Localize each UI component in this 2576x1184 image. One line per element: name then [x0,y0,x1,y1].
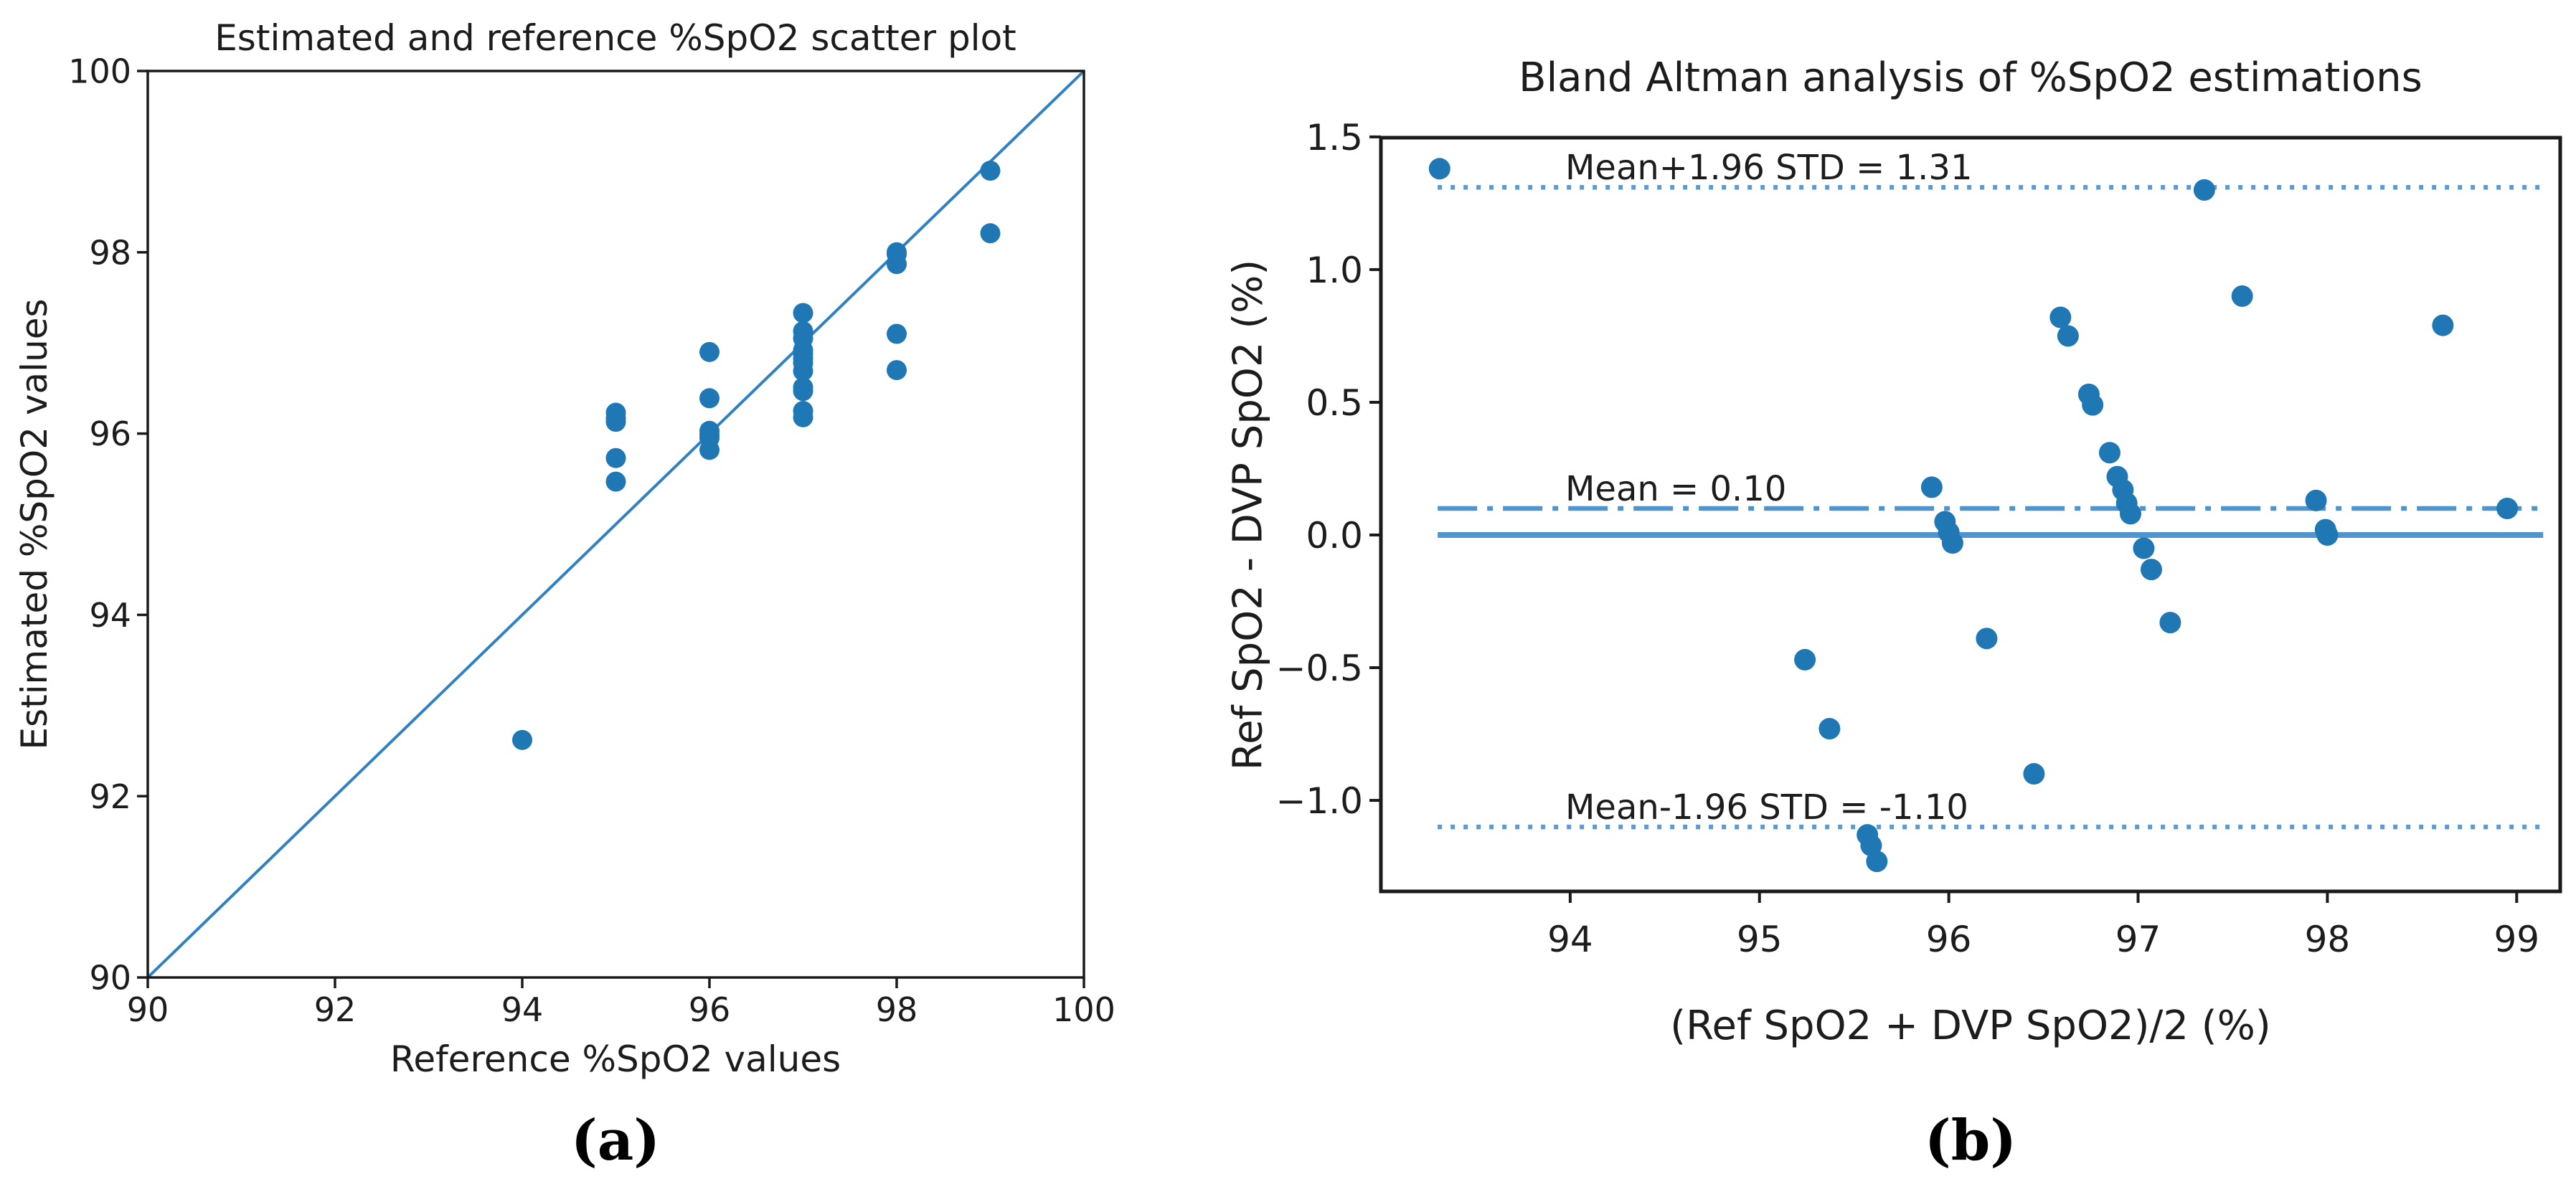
data-point [887,242,907,262]
y-tick-label: 100 [68,52,131,91]
y-tick-label: 1.5 [1306,117,1363,158]
panel-a: Estimated and reference %SpO2 scatter pl… [0,0,1219,1184]
x-tick-label: 98 [876,990,918,1029]
data-point [2159,612,2181,634]
data-point [793,401,813,421]
y-tick-label: 92 [89,777,131,816]
data-point [2316,524,2339,546]
x-tick-label: 94 [1547,919,1593,960]
y-tick-label: 98 [89,233,131,272]
mean-label: Mean = 0.10 [1565,469,1786,509]
lower-loa-label: Mean-1.96 STD = -1.10 [1565,787,1968,828]
chart-b-xlabel: (Ref SpO2 + DVP SpO2)/2 (%) [1670,1003,2271,1049]
x-tick-label: 95 [1737,919,1783,960]
data-point [2049,306,2072,328]
chart-a-title: Estimated and reference %SpO2 scatter pl… [214,17,1016,59]
data-point [2098,442,2120,464]
data-point [1794,648,1816,671]
data-point [2231,285,2253,307]
data-point [887,323,907,344]
data-point [1976,627,1998,650]
x-tick-label: 90 [127,990,169,1029]
x-tick-label: 96 [1926,919,1972,960]
data-point [793,321,813,341]
y-tick-label: 96 [89,415,131,453]
panel-b: Bland Altman analysis of %SpO2 estimatio… [1219,0,2576,1184]
identity-line [146,70,1085,979]
plot-frame [1379,136,2562,894]
y-tick-label: 0.0 [1306,515,1363,557]
data-point [2082,394,2104,416]
data-point [2057,325,2079,347]
data-point [793,303,813,323]
data-point [605,471,626,492]
data-point [699,420,720,441]
data-point [1818,718,1841,740]
data-point [605,447,626,468]
data-point [2133,537,2155,559]
x-tick-label: 92 [314,990,357,1029]
data-point [2023,763,2045,785]
data-point [2305,489,2327,511]
data-point [2432,314,2454,336]
upper-loa-label: Mean+1.96 STD = 1.31 [1565,148,1973,188]
chart-b-title: Bland Altman analysis of %SpO2 estimatio… [1519,55,2422,101]
y-tick-label: 1.0 [1306,250,1363,291]
bland-altman-plot-b: Mean+1.96 STD = 1.31 Mean = 0.10 Mean-1.96… [1276,117,2562,960]
data-point [2119,503,2141,525]
plot-frame [146,70,1085,979]
x-tick-label: 99 [2494,919,2539,960]
data-point [605,402,626,423]
panel-a-caption: (a) [570,1108,661,1173]
data-point [699,341,720,362]
data-point [1428,158,1450,180]
x-tick-label: 94 [501,990,544,1029]
data-point [980,223,1001,244]
data-point [699,388,720,409]
data-point [512,729,532,750]
data-point [887,360,907,381]
data-point [2496,497,2519,519]
data-point [1866,851,1888,873]
y-tick-label: 94 [89,596,131,635]
panel-b-caption: (b) [1924,1108,2017,1173]
data-point [1920,476,1943,498]
data-point [2193,179,2215,201]
data-point [1941,532,1963,554]
y-tick-label: −1.0 [1276,780,1363,822]
x-tick-label: 96 [689,990,731,1029]
data-point [980,161,1001,181]
x-tick-label: 97 [2115,919,2161,960]
x-tick-label: 100 [1052,990,1115,1029]
data-point [2141,559,2163,581]
y-tick-label: 0.5 [1306,382,1363,424]
x-tick-label: 98 [2305,919,2351,960]
chart-a-xlabel: Reference %SpO2 values [390,1038,841,1080]
data-point [793,377,813,398]
scatter-plot-a: 90 92 94 96 98 100 90 92 94 96 98 100 [68,52,1115,1029]
y-tick-label: −0.5 [1276,648,1363,689]
y-tick-label: 90 [89,959,131,998]
